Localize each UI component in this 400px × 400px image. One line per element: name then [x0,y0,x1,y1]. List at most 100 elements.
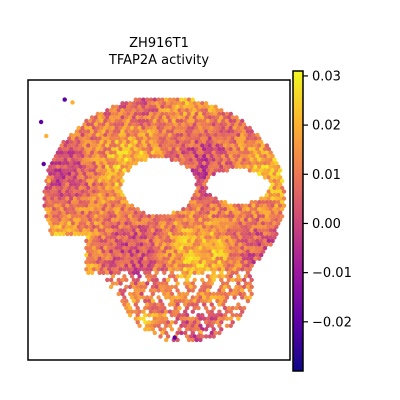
spot [59,192,64,198]
spot [89,270,95,275]
spot [200,221,205,226]
spot [266,168,271,173]
spot [152,238,157,244]
spot [219,122,224,127]
spot [234,136,239,141]
spot [241,164,247,169]
spot [240,118,245,124]
spot [198,132,203,138]
spot [148,245,154,251]
spot [209,111,214,117]
spot [51,164,57,169]
spot [150,320,156,325]
spot [114,267,120,272]
spot [139,221,144,226]
spot [129,203,135,208]
spot [67,228,72,233]
spot [243,295,249,300]
spot [74,200,80,205]
spot [196,270,201,275]
spot [184,150,190,155]
spot [230,256,235,261]
spot [249,235,254,240]
spot [146,313,152,318]
spot [183,238,188,244]
spot [103,132,108,138]
spot [127,129,133,134]
spot [198,295,203,300]
spot [272,164,277,169]
spot [236,161,241,166]
spot [213,252,218,258]
spot [78,178,83,184]
spot [274,161,279,166]
spot [150,277,156,283]
spot [139,108,144,113]
spot [148,217,154,222]
spot [162,101,167,106]
spot [150,327,156,332]
spot [135,305,140,311]
spot [124,101,129,106]
spot [126,203,131,208]
spot [103,245,108,251]
spot [264,200,270,205]
spot [67,207,72,212]
spot [260,228,266,233]
spot [74,150,80,155]
spot [131,298,137,304]
spot [156,97,161,102]
spot [202,231,207,237]
spot [76,189,82,194]
spot [44,133,49,139]
spot [184,313,190,318]
spot [224,316,230,321]
spot [177,143,182,148]
spot [165,143,171,148]
chart-title: ZH916T1 [129,36,189,51]
spot [183,316,188,321]
spot [175,125,180,131]
spot [203,185,209,191]
spot [236,154,241,159]
spot [120,263,125,268]
spot [238,150,243,155]
spot [148,97,154,102]
spot [209,260,214,265]
spot [91,182,97,187]
spot [164,118,169,124]
spot [196,136,201,141]
spot [135,228,140,233]
spot [192,320,197,325]
spot [224,224,230,230]
spot [173,242,178,247]
spot [114,217,120,222]
spot [99,267,104,272]
spot [86,157,91,162]
spot [63,171,68,177]
spot [209,224,214,230]
spot [51,157,57,162]
spot [171,125,176,131]
spot [240,238,245,244]
spot [135,115,140,120]
spot [91,238,97,244]
spot [146,320,152,325]
spot [241,235,247,240]
spot [118,210,123,215]
spot [124,256,129,261]
spot [148,111,154,117]
spot [51,200,57,205]
spot [240,245,245,251]
spot [228,274,233,279]
spot [118,252,123,258]
spot [255,252,260,258]
spot [243,245,249,251]
spot [93,171,99,177]
spot [253,164,258,169]
spot [110,139,116,145]
spot [169,320,175,325]
colorbar-ticks: −0.02−0.010.000.010.020.03 [303,69,352,330]
spot [99,210,104,215]
spot [175,111,180,117]
